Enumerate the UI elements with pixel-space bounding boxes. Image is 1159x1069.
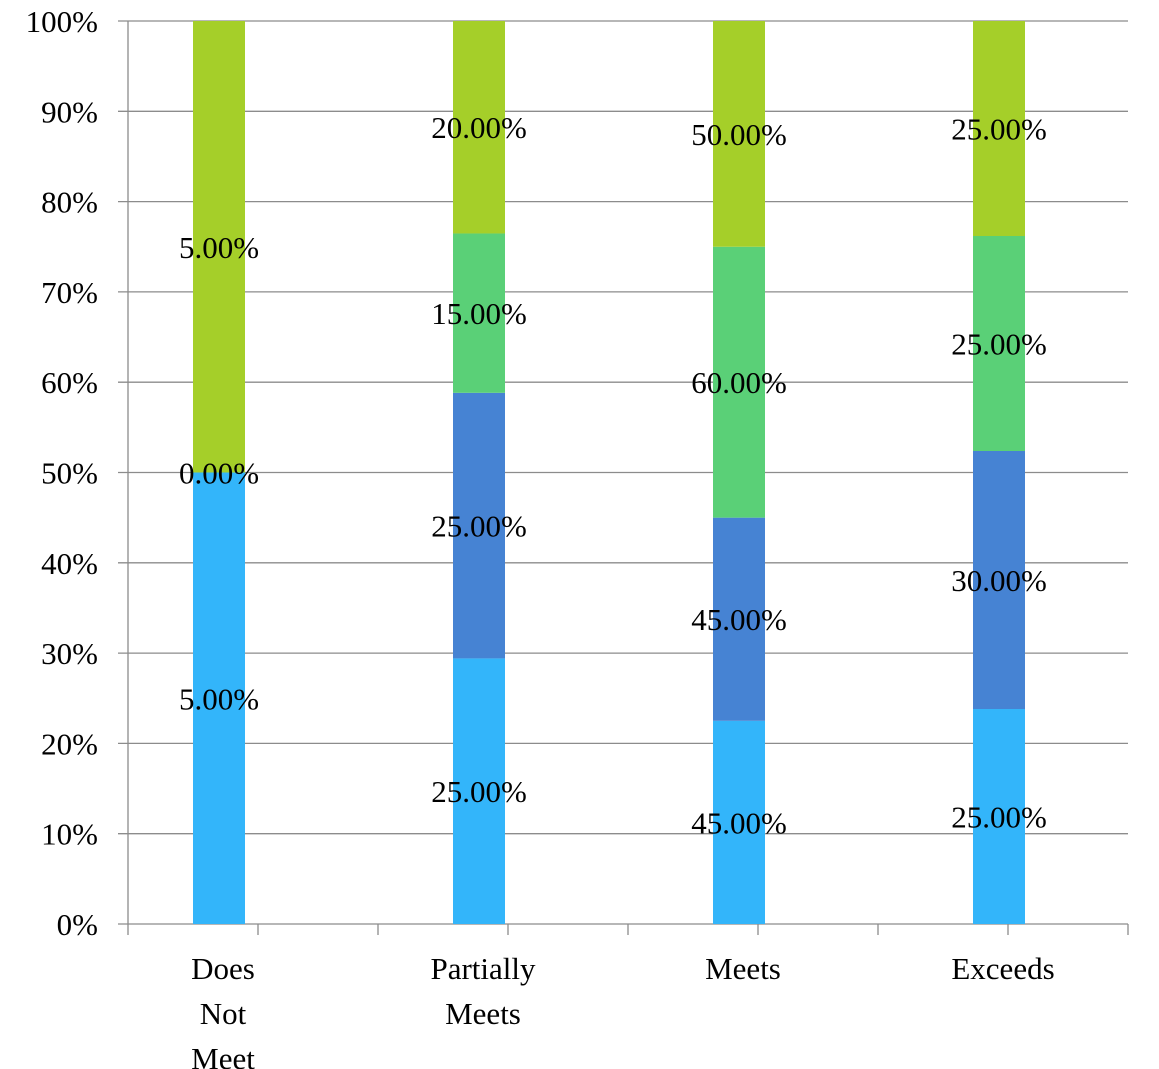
y-tick-label-7: 70% — [41, 275, 98, 310]
bar-segment-2-0 — [713, 720, 765, 924]
x-category-label-line: Partially — [430, 951, 536, 986]
bar-segment-0-3 — [193, 21, 245, 473]
data-label-3-1: 30.00% — [951, 563, 1047, 598]
x-category-label-line: Meet — [191, 1041, 255, 1069]
x-category-label-line: Exceeds — [951, 951, 1054, 986]
data-label-1-3: 20.00% — [431, 110, 527, 145]
y-tick-label-2: 20% — [41, 726, 98, 761]
bars — [193, 21, 1025, 924]
data-label-1-0: 25.00% — [431, 774, 527, 809]
x-category-label-2: Meets — [705, 951, 781, 986]
bar-segment-0-0 — [193, 472, 245, 924]
data-label-2-2: 60.00% — [691, 365, 787, 400]
bar-segment-3-2 — [973, 236, 1025, 451]
y-tick-label-1: 10% — [41, 817, 98, 852]
data-label-0-3: 5.00% — [179, 230, 259, 265]
bar-segment-1-3 — [453, 21, 505, 234]
x-category-label-line: Not — [200, 996, 247, 1031]
bar-segment-1-1 — [453, 392, 505, 659]
x-category-label-1: Partially Meets — [430, 951, 536, 1031]
bar-segment-3-0 — [973, 709, 1025, 924]
y-tick-label-8: 80% — [41, 185, 98, 220]
data-label-1-1: 25.00% — [431, 509, 527, 544]
y-tick-label-9: 90% — [41, 94, 98, 129]
y-tick-label-5: 50% — [41, 456, 98, 491]
x-category-label-line: Meets — [705, 951, 781, 986]
data-label-3-0: 25.00% — [951, 800, 1047, 835]
data-label-2-3: 50.00% — [691, 117, 787, 152]
y-tick-label-10: 100% — [26, 4, 98, 39]
bar-segment-2-3 — [713, 21, 765, 247]
x-category-label-line: Meets — [445, 996, 521, 1031]
data-label-0-0: 5.00% — [179, 681, 259, 716]
data-label-3-2: 25.00% — [951, 327, 1047, 362]
y-tick-label-4: 40% — [41, 546, 98, 581]
data-label-3-3: 25.00% — [951, 112, 1047, 147]
bar-segment-3-3 — [973, 21, 1025, 236]
bar-segment-3-1 — [973, 451, 1025, 709]
bar-segment-1-2 — [453, 233, 505, 393]
bar-segment-2-2 — [713, 246, 765, 518]
y-tick-label-3: 30% — [41, 636, 98, 671]
x-category-label-0: Does Not Meet — [191, 951, 255, 1069]
data-label-1-2: 15.00% — [431, 296, 527, 331]
bar-segment-2-1 — [713, 517, 765, 721]
bar-segment-1-0 — [453, 658, 505, 924]
y-tick-label-0: 0% — [57, 907, 98, 942]
x-category-label-line: Does — [191, 951, 255, 986]
data-label-0-1: 0.00% — [179, 456, 259, 491]
axes: 0% 10% 20% 30% 40% 50% 60% 70% 80% 90% 100% Does Not… — [26, 4, 1129, 1069]
x-category-label-3: Exceeds — [951, 951, 1054, 986]
gridlines — [118, 20, 1128, 925]
data-label-2-0: 45.00% — [691, 805, 787, 840]
data-labels: 5.00% 0.00% 5.00% 25.00% 25.00% 15.00% 20.00% 4… — [179, 110, 1047, 840]
data-label-2-1: 45.00% — [691, 602, 787, 637]
y-tick-label-6: 60% — [41, 365, 98, 400]
